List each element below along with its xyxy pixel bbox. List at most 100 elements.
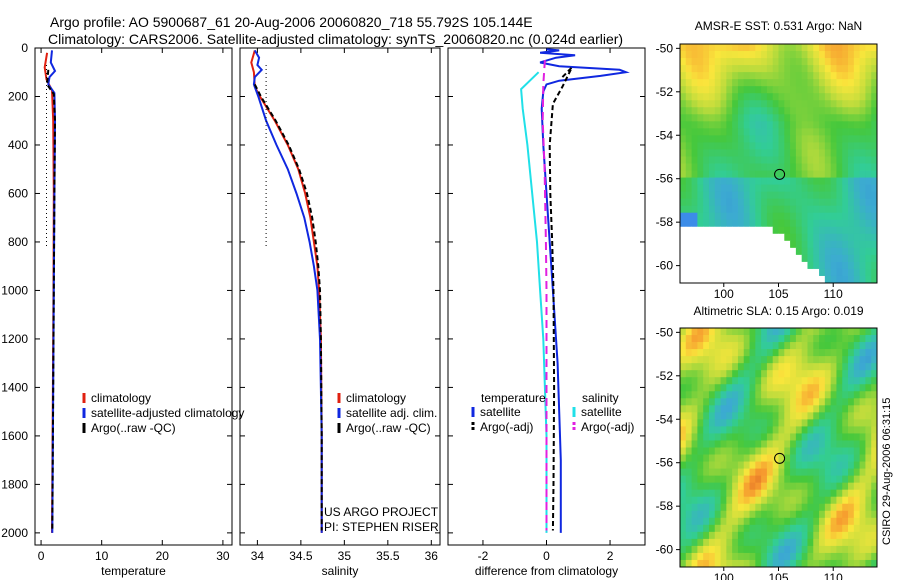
sla-map-cell bbox=[761, 461, 768, 469]
sla-map-cell bbox=[790, 545, 797, 554]
sla-map-cell bbox=[813, 384, 820, 392]
sst-map-cell bbox=[680, 79, 687, 87]
sst-map-cell bbox=[842, 219, 849, 228]
sst-map-cell bbox=[761, 100, 768, 108]
sla-map-cell bbox=[766, 356, 774, 364]
sla-map-cell bbox=[813, 531, 820, 540]
sla-map-cell bbox=[708, 461, 716, 469]
sst-map-cell bbox=[685, 247, 692, 256]
sla-map-cell bbox=[871, 447, 878, 455]
sst-map-cell bbox=[720, 128, 727, 136]
sla-map-cell bbox=[714, 412, 721, 420]
sla-map-cell bbox=[685, 335, 692, 343]
depth-tick-label: 0 bbox=[21, 41, 28, 55]
sst-map-cell bbox=[830, 170, 837, 178]
sst-map-cell bbox=[714, 226, 721, 235]
sla-map-cell bbox=[685, 405, 692, 413]
sla-map-cell bbox=[755, 475, 762, 484]
sst-map-cell bbox=[749, 268, 756, 277]
salinity-profile-series-climatology bbox=[250, 50, 323, 533]
sst-map-cell bbox=[726, 156, 733, 164]
sst-map-cell bbox=[714, 72, 721, 80]
sst-map-cell bbox=[737, 114, 745, 122]
sla-map-cell bbox=[848, 517, 855, 526]
sst-map-cell bbox=[703, 184, 710, 193]
sst-map-cell bbox=[842, 142, 849, 150]
sst-map-cell bbox=[824, 128, 832, 136]
sst-map-cell bbox=[813, 86, 820, 94]
sst-map-cell bbox=[865, 93, 872, 101]
sst-map-cell bbox=[680, 247, 687, 256]
sst-map-cell bbox=[813, 261, 820, 270]
sla-map-cell bbox=[772, 475, 779, 484]
sst-map-cell bbox=[685, 51, 692, 59]
sst-map-cell bbox=[761, 79, 768, 87]
sla-map-cell bbox=[865, 552, 872, 561]
sst-map-cell bbox=[680, 170, 687, 178]
sla-map-cell bbox=[842, 363, 849, 371]
sla-map-cell bbox=[685, 391, 692, 399]
sst-map-cell bbox=[726, 219, 733, 228]
sla-map-cell bbox=[755, 405, 762, 413]
sla-map-cell bbox=[853, 426, 861, 434]
sla-map-cell bbox=[813, 489, 820, 498]
sla-map-cell bbox=[830, 419, 837, 427]
sla-map-cell bbox=[708, 559, 716, 568]
sst-map-cell bbox=[865, 184, 872, 193]
sla-map-cell bbox=[784, 335, 791, 343]
sst-map-cell bbox=[784, 86, 791, 94]
sla-map-cell bbox=[680, 433, 687, 441]
sst-map-cell bbox=[697, 93, 704, 101]
sla-map-cell bbox=[755, 440, 762, 448]
sst-map-cell bbox=[720, 135, 727, 143]
sla-map-cell bbox=[691, 531, 698, 540]
sst-map-cell bbox=[761, 135, 768, 143]
sst-map-cell bbox=[755, 79, 762, 87]
sla-map-cell bbox=[743, 426, 750, 434]
sst-map-cell bbox=[743, 198, 750, 207]
sla-map-cell bbox=[685, 433, 692, 441]
sst-map-cell bbox=[755, 100, 762, 108]
sst-map-cell bbox=[842, 135, 849, 143]
sla-map-cell bbox=[790, 531, 797, 540]
sst-map-cell bbox=[720, 191, 727, 200]
sst-map-cell bbox=[865, 233, 872, 242]
sst-map-cell bbox=[795, 93, 803, 101]
sst-map-cell bbox=[714, 247, 721, 256]
sla-map-cell bbox=[755, 447, 762, 455]
sst-map-cell bbox=[865, 177, 872, 185]
sla-map-cell bbox=[755, 384, 762, 392]
sst-map-cell bbox=[819, 51, 826, 59]
sla-map-cell bbox=[819, 412, 826, 420]
sst-map-cell bbox=[836, 114, 843, 122]
difference-profile-series-sal-satellite bbox=[520, 71, 548, 533]
sst-map-cell bbox=[755, 184, 762, 193]
sst-map-cell bbox=[703, 86, 710, 94]
sla-map-cell bbox=[813, 405, 820, 413]
sst-map-cell bbox=[737, 163, 745, 171]
sst-map-cell bbox=[766, 128, 774, 136]
sla-map-cell bbox=[830, 475, 837, 484]
sla-map-cell bbox=[790, 391, 797, 399]
sst-map-cell bbox=[836, 247, 843, 256]
sst-map-cell bbox=[859, 240, 866, 249]
sla-map-cell bbox=[720, 363, 727, 371]
sst-map-cell bbox=[697, 156, 704, 164]
sst-map-cell bbox=[743, 205, 750, 214]
sla-map-cell bbox=[720, 447, 727, 455]
sst-map-cell bbox=[732, 135, 739, 143]
sla-map-cell bbox=[691, 384, 698, 392]
sst-map-cell bbox=[807, 233, 814, 242]
sst-map-cell bbox=[813, 51, 820, 59]
sla-map-cell bbox=[865, 489, 872, 498]
sla-map-cell bbox=[749, 531, 756, 540]
sst-map-cell bbox=[772, 219, 779, 228]
sst-map-cell bbox=[703, 65, 710, 73]
sla-map-cell bbox=[697, 545, 704, 554]
sla-map-cell bbox=[697, 391, 704, 399]
sst-map-cell bbox=[732, 233, 739, 242]
sla-map-cell bbox=[795, 468, 803, 477]
difference-profile-xlabel: difference from climatology bbox=[475, 564, 618, 578]
sst-map-cell bbox=[755, 135, 762, 143]
sst-map-cell bbox=[749, 205, 756, 214]
